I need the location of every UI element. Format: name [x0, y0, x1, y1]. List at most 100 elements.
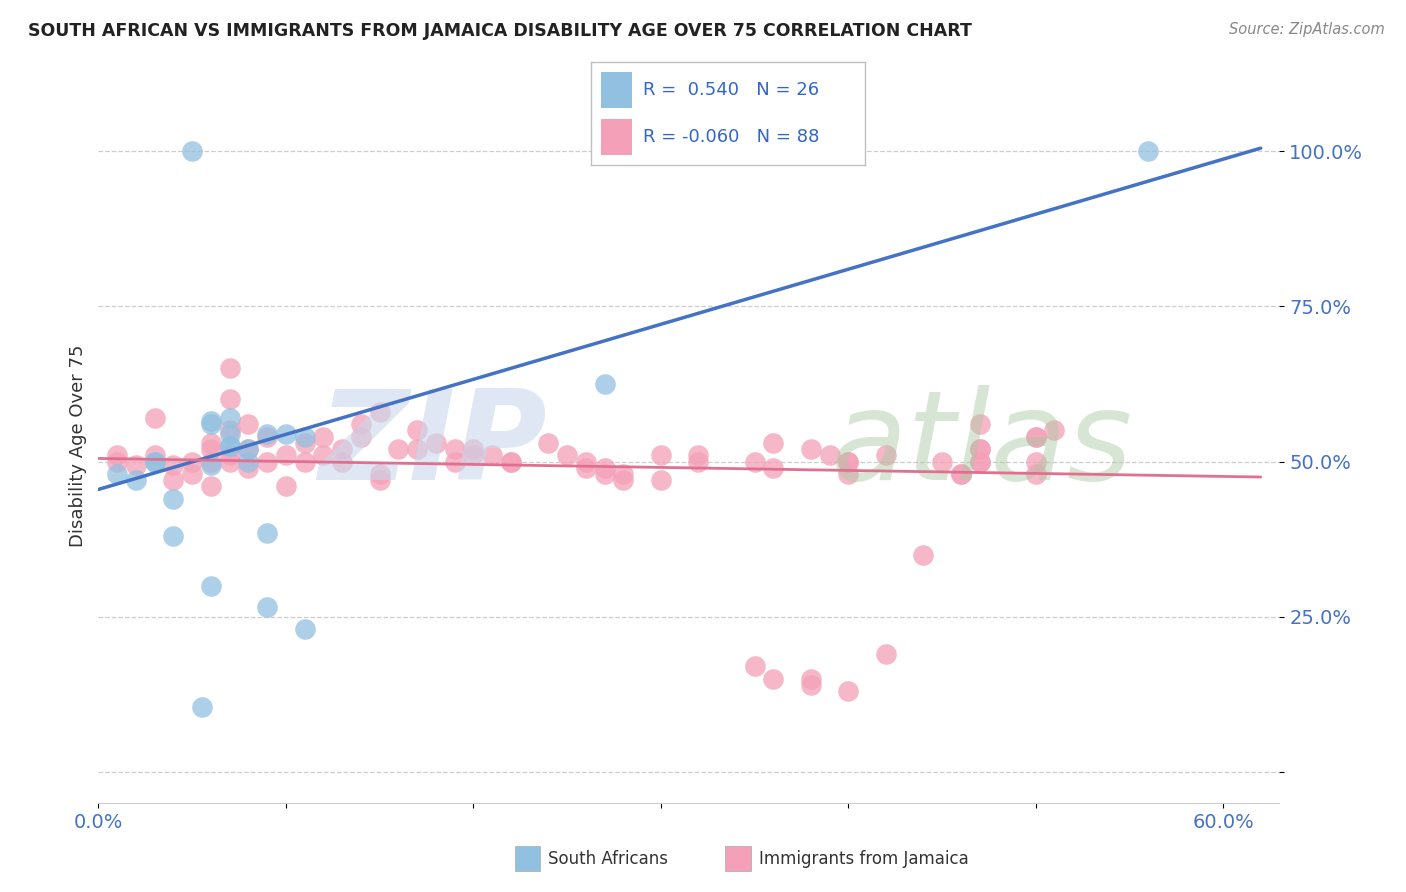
Point [274, 479, 297, 493]
Point [350, 417, 373, 432]
Point [650, 473, 672, 487]
Point [238, 460, 260, 475]
Point [256, 600, 278, 615]
Text: R = -0.060   N = 88: R = -0.060 N = 88 [643, 128, 818, 145]
Point [949, 467, 972, 481]
Point [1025, 430, 1047, 444]
Point [1043, 424, 1066, 438]
Point [238, 442, 260, 456]
Point [969, 442, 991, 456]
Point [688, 448, 710, 462]
Point [1025, 454, 1047, 468]
Point [162, 529, 184, 543]
Point [256, 426, 278, 441]
Point [200, 417, 222, 432]
Point [818, 448, 841, 462]
Point [312, 430, 335, 444]
FancyBboxPatch shape [515, 847, 540, 871]
Point [200, 454, 222, 468]
Point [312, 448, 335, 462]
Point [744, 454, 766, 468]
Point [1025, 467, 1047, 481]
Point [200, 458, 222, 472]
Point [800, 672, 823, 686]
Point [125, 473, 148, 487]
Point [238, 442, 260, 456]
Text: South Africans: South Africans [548, 849, 668, 868]
Point [218, 424, 240, 438]
FancyBboxPatch shape [602, 119, 631, 155]
Point [837, 454, 859, 468]
Point [218, 448, 240, 462]
Point [875, 448, 897, 462]
Point [593, 376, 616, 391]
Point [499, 454, 522, 468]
Point [143, 454, 166, 468]
Point [162, 491, 184, 506]
Point [330, 442, 353, 456]
Point [238, 454, 260, 468]
Point [274, 448, 297, 462]
Point [875, 647, 897, 661]
Point [969, 442, 991, 456]
Point [200, 414, 222, 428]
Point [837, 454, 859, 468]
Point [575, 454, 598, 468]
Point [368, 467, 391, 481]
Point [350, 430, 373, 444]
Point [931, 454, 953, 468]
Point [218, 411, 240, 425]
Point [443, 454, 465, 468]
Point [143, 454, 166, 468]
Point [443, 442, 465, 456]
Point [837, 684, 859, 698]
Point [969, 454, 991, 468]
Point [650, 448, 672, 462]
Point [181, 467, 204, 481]
Point [969, 454, 991, 468]
Point [218, 361, 240, 376]
Point [218, 439, 240, 453]
Point [105, 467, 128, 481]
Point [294, 436, 316, 450]
Text: atlas: atlas [831, 385, 1133, 507]
FancyBboxPatch shape [602, 71, 631, 108]
Point [190, 699, 212, 714]
Point [256, 454, 278, 468]
Point [463, 448, 485, 462]
Point [575, 460, 598, 475]
Point [105, 448, 128, 462]
Point [125, 458, 148, 472]
Point [143, 448, 166, 462]
Point [181, 145, 204, 159]
Point [218, 439, 240, 453]
Point [162, 473, 184, 487]
Y-axis label: Disability Age Over 75: Disability Age Over 75 [69, 344, 87, 548]
Point [744, 659, 766, 673]
Point [406, 424, 429, 438]
Point [912, 548, 935, 562]
Point [181, 454, 204, 468]
Text: ZIP: ZIP [319, 385, 547, 507]
Point [200, 479, 222, 493]
Point [762, 672, 785, 686]
Point [294, 622, 316, 636]
Point [200, 436, 222, 450]
Point [143, 411, 166, 425]
Point [555, 448, 578, 462]
Point [1137, 145, 1160, 159]
Point [406, 442, 429, 456]
Point [294, 454, 316, 468]
Point [463, 442, 485, 456]
Point [969, 417, 991, 432]
Point [800, 442, 823, 456]
Point [200, 579, 222, 593]
Point [612, 467, 634, 481]
Point [105, 454, 128, 468]
Text: Immigrants from Jamaica: Immigrants from Jamaica [759, 849, 969, 868]
Point [162, 458, 184, 472]
Point [256, 525, 278, 540]
Point [218, 392, 240, 407]
Point [593, 467, 616, 481]
Point [256, 430, 278, 444]
